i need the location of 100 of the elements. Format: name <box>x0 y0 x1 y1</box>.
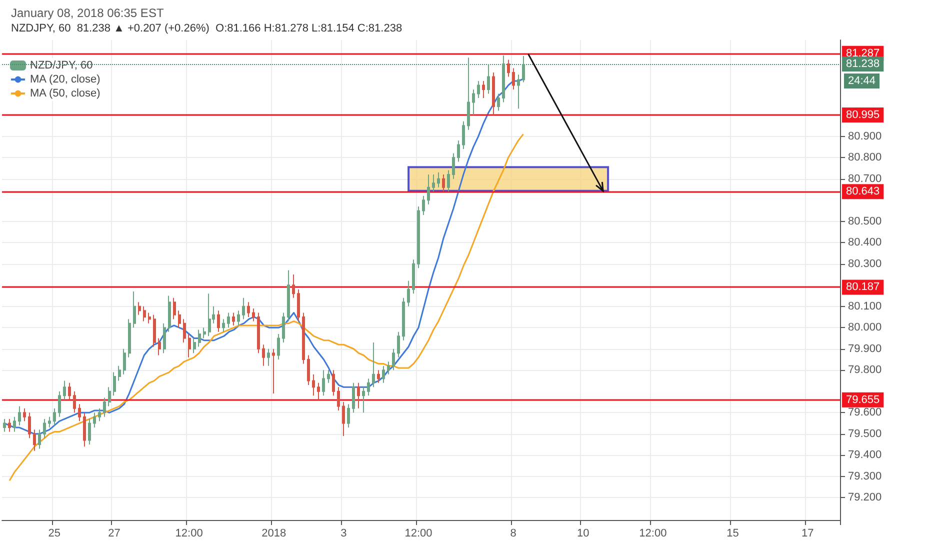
candlestick <box>437 172 440 188</box>
candlestick <box>193 338 196 354</box>
candlestick <box>133 290 136 328</box>
ref-line-label: 81.238 <box>846 58 880 70</box>
candlestick <box>327 370 330 384</box>
candlestick <box>412 259 415 294</box>
candlestick <box>372 342 375 388</box>
candlestick <box>143 306 146 322</box>
candlestick <box>208 293 211 337</box>
candlestick <box>367 378 370 396</box>
candlestick <box>217 310 220 332</box>
ref-line-label: 81.287 <box>846 47 880 60</box>
candlestick <box>442 174 445 192</box>
candlestick <box>153 314 156 348</box>
candlestick <box>3 418 6 432</box>
candlestick <box>98 408 101 422</box>
candlestick <box>472 89 475 116</box>
y-tick-label: 80.000 <box>848 322 882 334</box>
candlestick <box>108 386 111 407</box>
candlestick <box>392 348 395 371</box>
candlestick <box>322 370 325 396</box>
candlestick <box>43 418 46 439</box>
candlestick <box>252 308 255 322</box>
legend-label: MA (20, close) <box>30 74 100 86</box>
x-tick-label: 10 <box>576 528 590 540</box>
y-tick-label: 80.500 <box>848 215 882 228</box>
candlestick <box>337 386 340 412</box>
candlestick <box>497 93 500 112</box>
candlestick <box>502 55 505 103</box>
y-tick-label: 79.600 <box>848 406 882 419</box>
candlestick <box>407 280 410 307</box>
candlestick <box>462 120 465 150</box>
candlestick <box>83 412 86 448</box>
candlestick <box>242 297 245 320</box>
candlestick <box>447 170 450 192</box>
candlestick <box>48 416 51 428</box>
candlestick <box>58 390 61 418</box>
candlestick <box>237 310 240 326</box>
x-tick-label: 8 <box>510 528 516 540</box>
y-tick-label: 79.500 <box>848 428 882 440</box>
chart-title: January 08, 2018 06:35 EST <box>11 6 164 20</box>
candlestick <box>88 418 91 446</box>
y-tick-label: 79.800 <box>848 364 882 376</box>
candlestick <box>467 57 470 130</box>
candlestick <box>342 402 345 437</box>
candlestick <box>203 327 206 339</box>
candlestick <box>352 382 355 414</box>
x-tick-label: 12:00 <box>175 528 203 540</box>
candlestick <box>267 348 270 366</box>
candlestick <box>427 174 430 205</box>
x-tick-label: 12:00 <box>639 528 667 540</box>
candlestick <box>227 312 230 328</box>
candlestick <box>292 274 295 298</box>
candlestick <box>362 386 365 414</box>
candlestick <box>232 312 235 326</box>
candlestick <box>63 380 66 400</box>
x-tick-label: 27 <box>108 528 120 540</box>
text: 24:44 <box>848 74 876 87</box>
candlestick <box>522 55 525 83</box>
ref-line-label: 80.995 <box>846 109 880 122</box>
ref-line-label: 80.187 <box>846 281 880 294</box>
candlestick <box>402 297 405 341</box>
y-tick-label: 80.100 <box>848 300 882 312</box>
candlestick <box>103 397 106 418</box>
candlestick <box>397 331 400 358</box>
legend-label: MA (50, close) <box>30 88 100 100</box>
candlestick <box>128 318 131 358</box>
y-tick-label: 79.900 <box>848 342 882 355</box>
candlestick <box>168 295 171 332</box>
candlestick <box>188 333 191 358</box>
y-tick-label: 79.400 <box>848 449 882 462</box>
x-tick-label: 3 <box>340 528 347 540</box>
candlestick <box>287 270 290 322</box>
candlestick <box>123 348 126 375</box>
candlestick <box>23 408 26 422</box>
line-series <box>8 133 524 482</box>
candlestick <box>113 372 116 396</box>
x-tick-label: 12:00 <box>404 528 432 540</box>
candlestick <box>118 365 121 382</box>
candlestick <box>377 370 380 384</box>
candlestick <box>73 390 76 414</box>
candlestick <box>272 348 275 394</box>
y-tick-label: 79.300 <box>848 470 882 482</box>
candlestick <box>307 354 310 386</box>
x-tick-label: 15 <box>726 528 739 540</box>
candlestick <box>247 302 250 318</box>
candlestick <box>198 329 201 348</box>
y-tick-label: 80.300 <box>848 258 882 270</box>
candlestick <box>512 68 515 90</box>
ref-line-label: 79.655 <box>846 394 880 406</box>
candlestick <box>183 318 186 343</box>
candlestick <box>262 344 265 366</box>
candlestick <box>482 80 485 99</box>
candlestick <box>93 412 96 428</box>
chart-subtitle: NZDJPY, 60 81.238 ▲ +0.207 (+0.26%) O:81.166 H:81.278 L:81.154 C:81.238 <box>11 22 402 34</box>
candlestick <box>282 312 285 343</box>
candlestick <box>332 370 335 396</box>
candlestick <box>457 140 460 162</box>
candlestick <box>33 429 36 452</box>
candlestick <box>18 406 21 426</box>
